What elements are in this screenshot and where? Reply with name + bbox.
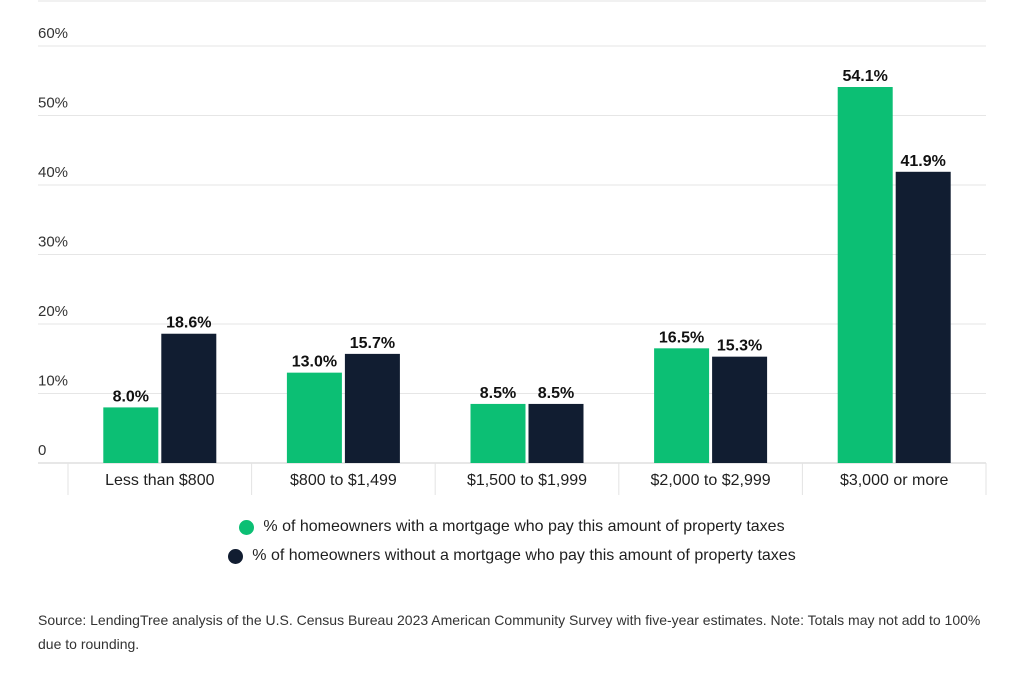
source-note: Source: LendingTree analysis of the U.S.…: [38, 612, 981, 652]
legend-label-without-mortgage: % of homeowners without a mortgage who p…: [252, 547, 796, 564]
y-tick-label: 40%: [38, 164, 68, 181]
bar: [528, 403, 584, 463]
bar-chart: 0 10% 20% 30% 40% 50% 60% 8.0% 18.6% Less than $8…: [38, 0, 987, 495]
legend-item-with-mortgage: % of homeowners with a mortgage who pay …: [0, 518, 1024, 536]
bar: [161, 333, 217, 463]
bar: [470, 403, 526, 463]
y-tick-label: 0: [38, 442, 46, 459]
bar: [837, 87, 893, 463]
y-tick-label: 30%: [38, 234, 68, 251]
data-label: 16.5%: [659, 329, 704, 346]
x-category-label: Less than $800: [105, 472, 215, 489]
bar: [712, 356, 768, 463]
data-label: 18.6%: [166, 315, 211, 332]
data-label: 13.0%: [292, 354, 337, 371]
y-tick-label: 10%: [38, 373, 68, 390]
x-category-label: $1,500 to $1,999: [467, 472, 587, 489]
data-label: 8.5%: [480, 385, 516, 402]
data-label: 8.0%: [113, 388, 149, 405]
legend-swatch-without-mortgage: [228, 548, 244, 564]
bar: [344, 353, 400, 463]
x-category-label: $3,000 or more: [840, 472, 949, 489]
legend-swatch-with-mortgage: [239, 519, 255, 535]
y-tick-label: 50%: [38, 95, 68, 112]
data-label: 8.5%: [538, 385, 574, 402]
bar: [103, 407, 159, 463]
bar: [654, 348, 710, 463]
x-category-label: $800 to $1,499: [290, 472, 397, 489]
bar: [895, 171, 951, 464]
legend-item-without-mortgage: % of homeowners without a mortgage who p…: [0, 547, 1024, 565]
y-tick-label: 20%: [38, 303, 68, 320]
data-label: 41.9%: [901, 153, 946, 170]
data-label: 15.7%: [350, 335, 395, 352]
x-category-label: $2,000 to $2,999: [651, 472, 771, 489]
legend-label-with-mortgage: % of homeowners with a mortgage who pay …: [263, 518, 785, 535]
bar: [286, 372, 342, 463]
data-label: 54.1%: [843, 68, 888, 85]
y-tick-label: 60%: [38, 25, 68, 42]
data-label: 15.3%: [717, 338, 762, 355]
